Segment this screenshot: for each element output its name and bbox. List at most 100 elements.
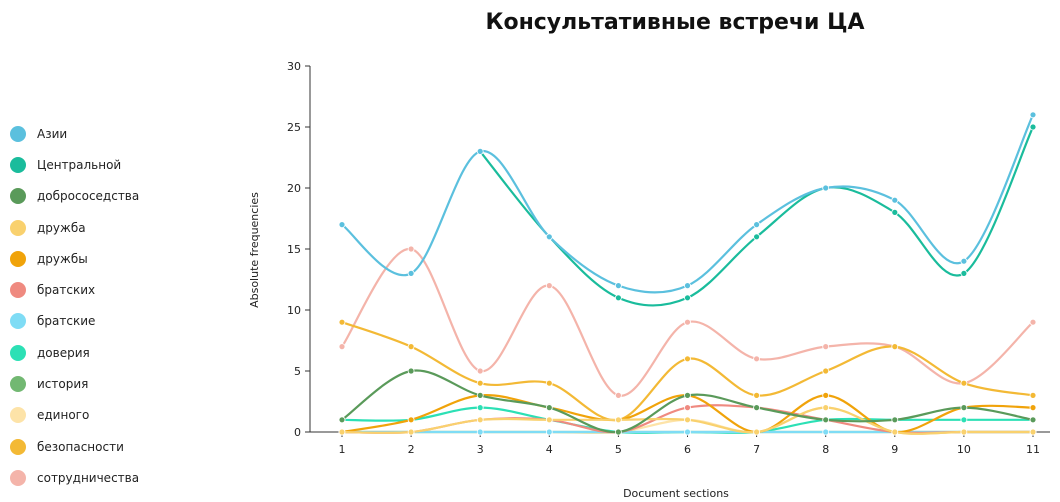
legend-label: дружбы [37, 251, 88, 266]
series-3-point [338, 428, 346, 436]
x-tick-label: 2 [408, 443, 415, 456]
y-tick-label: 15 [287, 243, 301, 256]
series-2-point [822, 416, 830, 424]
series-0-point [338, 221, 346, 229]
series-2-point [753, 404, 760, 412]
series-10-point [1029, 391, 1037, 399]
legend-swatch-icon [10, 156, 26, 173]
y-tick-label: 20 [287, 182, 301, 195]
x-tick-label: 6 [684, 443, 691, 456]
legend-label: сотрудничества [37, 470, 140, 485]
series-0-line [341, 114, 1034, 294]
legend-label: доверия [37, 345, 90, 360]
series-0-group [338, 111, 1037, 294]
series-1-point [684, 294, 691, 302]
series-10-point [753, 391, 760, 399]
series-4-point [822, 391, 830, 399]
series-1-point [960, 269, 968, 277]
series-11-point [338, 343, 346, 351]
series-1-point [615, 294, 622, 302]
y-tick-label: 0 [294, 426, 301, 439]
series-2-point [684, 391, 691, 399]
series-3-point [545, 416, 553, 424]
series-3-point [753, 428, 760, 436]
series-10-point [476, 379, 484, 387]
series-10-point [891, 343, 899, 351]
series-3-point [615, 416, 622, 424]
series-6-point [684, 428, 691, 436]
series-10-point [684, 355, 691, 363]
legend-label: Азии [37, 126, 68, 141]
series-11-point [1029, 318, 1037, 326]
legend-swatch-icon [10, 376, 26, 393]
legend-item[interactable]: дружба [10, 212, 200, 243]
chart-legend: Азии Центральной добрососедства дружба дружб… [10, 118, 200, 494]
x-tick-label: 1 [339, 443, 346, 456]
series-7-point [476, 404, 484, 412]
series-10-point [545, 379, 553, 387]
series-11-point [684, 318, 691, 326]
legend-item[interactable]: безопасности [10, 431, 200, 462]
series-0-point [407, 269, 415, 277]
series-7-point [960, 416, 968, 424]
series-3-point [822, 404, 830, 412]
series-6-point [822, 428, 830, 436]
legend-item[interactable]: Азии [10, 118, 200, 149]
series-0-point [891, 196, 899, 204]
series-1-group [476, 123, 1037, 307]
series-11-line [341, 247, 1034, 397]
legend-label: история [37, 377, 89, 392]
chart-title: Консультативные встречи ЦА [485, 10, 865, 35]
series-4-point [407, 416, 415, 424]
legend-item[interactable]: Центральной [10, 149, 200, 180]
x-tick-label: 11 [1026, 443, 1040, 456]
legend-swatch-icon [10, 344, 26, 361]
series-11-point [476, 367, 484, 375]
series-2-point [545, 404, 553, 412]
legend-label: безопасности [37, 439, 124, 454]
series-1-line [479, 126, 1034, 307]
series-0-point [684, 282, 691, 290]
series-11-point [822, 343, 830, 351]
legend-swatch-icon [10, 407, 26, 424]
legend-item[interactable]: единого [10, 400, 200, 431]
y-axis-title: Absolute frequencies [248, 192, 261, 308]
y-tick-label: 25 [287, 121, 301, 134]
series-0-point [960, 257, 968, 265]
series-2-point [615, 428, 622, 436]
series-10-point [822, 367, 830, 375]
series-3-point [684, 416, 691, 424]
series-10-point [407, 343, 415, 351]
legend-swatch-icon [10, 438, 26, 455]
series-11-group [338, 245, 1037, 399]
series-3-point [476, 416, 484, 424]
series-2-point [1029, 416, 1037, 424]
legend-swatch-icon [10, 469, 26, 486]
series-11-point [615, 391, 622, 399]
series-6-point [476, 428, 484, 436]
series-10-point [960, 379, 968, 387]
legend-item[interactable]: доверия [10, 337, 200, 368]
series-0-point [822, 184, 830, 192]
x-tick-label: 3 [477, 443, 484, 456]
legend-item[interactable]: братские [10, 306, 200, 337]
legend-item[interactable]: дружбы [10, 243, 200, 274]
series-0-point [476, 147, 484, 155]
legend-label: братских [37, 283, 96, 298]
legend-label: дружба [37, 220, 86, 235]
y-tick-label: 10 [287, 304, 301, 317]
series-2-point [338, 416, 346, 424]
legend-label: добрососедства [37, 189, 140, 204]
legend-item[interactable]: братских [10, 274, 200, 305]
legend-item[interactable]: добрососедства [10, 181, 200, 212]
x-tick-label: 5 [615, 443, 622, 456]
series-1-point [1029, 123, 1037, 131]
x-tick-label: 10 [957, 443, 971, 456]
legend-item[interactable]: сотрудничества [10, 462, 200, 493]
series-1-point [753, 233, 760, 241]
series-3-point [960, 428, 968, 436]
series-2-point [476, 391, 484, 399]
legend-swatch-icon [10, 313, 26, 330]
legend-item[interactable]: история [10, 368, 200, 399]
